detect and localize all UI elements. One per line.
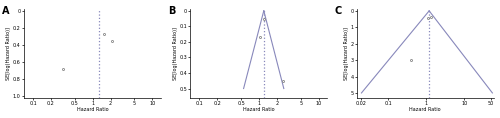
X-axis label: Hazard Ratio: Hazard Ratio xyxy=(76,107,108,112)
Y-axis label: SE[log(Hazard Ratio)]: SE[log(Hazard Ratio)] xyxy=(173,27,178,80)
Y-axis label: SE[log(Hazard Ratio)]: SE[log(Hazard Ratio)] xyxy=(6,27,12,80)
X-axis label: Hazard Ratio: Hazard Ratio xyxy=(243,107,274,112)
X-axis label: Hazard Ratio: Hazard Ratio xyxy=(410,107,441,112)
Text: C: C xyxy=(335,6,342,16)
Text: B: B xyxy=(168,6,175,16)
Text: A: A xyxy=(2,6,10,16)
Y-axis label: SE[log(Hazard Ratio)]: SE[log(Hazard Ratio)] xyxy=(344,27,349,80)
